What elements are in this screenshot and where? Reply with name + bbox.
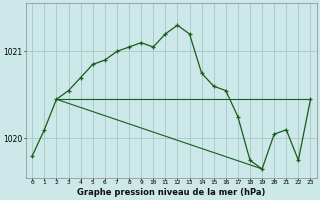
X-axis label: Graphe pression niveau de la mer (hPa): Graphe pression niveau de la mer (hPa) [77,188,266,197]
